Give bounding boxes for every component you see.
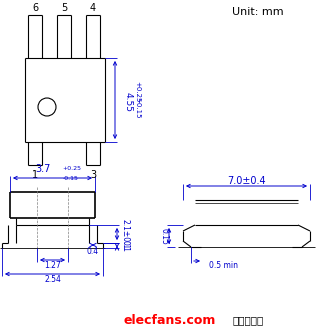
- Text: 6: 6: [32, 3, 38, 13]
- Text: +0.25: +0.25: [134, 81, 140, 103]
- Text: -0.15: -0.15: [63, 176, 78, 181]
- Text: 0.5 min: 0.5 min: [209, 262, 238, 271]
- Text: 0.4: 0.4: [87, 246, 99, 256]
- Text: 1.27: 1.27: [44, 261, 61, 270]
- Text: 电子发烧友: 电子发烧友: [232, 315, 264, 325]
- Text: 0.15: 0.15: [160, 227, 169, 244]
- Text: 2.1±0.1: 2.1±0.1: [121, 219, 129, 249]
- Text: elecfans.com: elecfans.com: [124, 313, 216, 326]
- Text: 3: 3: [90, 170, 96, 180]
- Text: +0.25: +0.25: [63, 166, 81, 171]
- Text: −0.15: −0.15: [134, 97, 140, 119]
- Text: 3.7: 3.7: [35, 164, 50, 174]
- Text: 2.54: 2.54: [44, 275, 61, 284]
- Text: Unit: mm: Unit: mm: [232, 7, 284, 17]
- Text: 5: 5: [61, 3, 67, 13]
- Text: 1: 1: [32, 170, 38, 180]
- Text: 7.0±0.4: 7.0±0.4: [227, 176, 266, 186]
- Text: 4.55: 4.55: [123, 92, 133, 112]
- Text: 4: 4: [90, 3, 96, 13]
- Text: 0.1: 0.1: [121, 239, 129, 252]
